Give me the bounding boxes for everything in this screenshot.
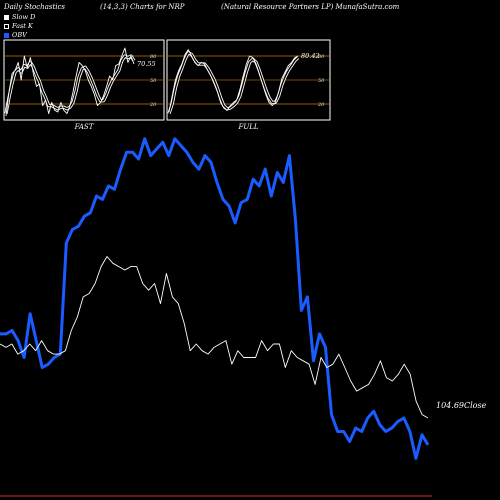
legend-swatch-obv	[4, 32, 9, 38]
y-tick-label-50: 50	[318, 78, 325, 84]
legend-swatch-slow-d	[4, 14, 9, 20]
chart-title-right: (Natural Resource Partners LP) MunafaSut…	[221, 3, 400, 11]
panel-readout: 80.42	[301, 52, 320, 60]
panel-xlabel: FAST	[74, 123, 95, 131]
series-obv-line	[0, 137, 430, 460]
legend-label-fast-k: Fast K	[12, 22, 33, 30]
legend-item-slow-d: Slow D	[4, 13, 35, 21]
legend-label-obv: OBV	[12, 31, 27, 39]
chart-title-center: (14,3,3) Charts for NRP	[100, 3, 185, 11]
panel-readout: 70.55	[137, 60, 156, 68]
panel-xlabel: FULL	[237, 123, 258, 131]
y-tick-label-20: 20	[149, 102, 157, 108]
main-price-panel: 104.69Close	[0, 137, 487, 497]
y-tick-label-80: 80	[150, 54, 157, 60]
series-fast-k-line	[168, 49, 299, 113]
legend-item-obv: OBV	[4, 31, 27, 39]
series-fast-k-line	[5, 47, 135, 117]
y-tick-label-50: 50	[150, 78, 157, 84]
series-close-line	[0, 256, 429, 419]
legend-label-slow-d: Slow D	[12, 13, 36, 21]
legend-swatch-fast-k	[4, 23, 9, 29]
close-readout: 104.69Close	[436, 401, 487, 410]
chart-title-left: Daily Stochastics	[4, 3, 66, 11]
y-tick-label-80: 80	[318, 54, 325, 60]
y-tick-label-20: 20	[317, 102, 325, 108]
legend-item-fast-k: Fast K	[4, 22, 33, 30]
